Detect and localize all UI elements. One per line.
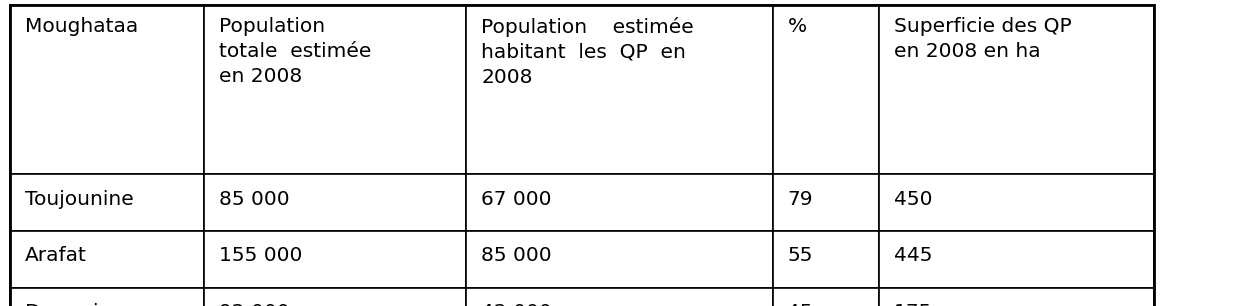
Bar [879,288,1154,306]
Text: Superficie des QP
en 2008 en ha: Superficie des QP en 2008 en ha [894,17,1071,61]
Bar [10,288,204,306]
Bar [204,288,466,306]
Bar [772,174,879,231]
Text: 45: 45 [788,303,814,306]
Text: 67 000: 67 000 [481,190,551,209]
Text: %: % [788,17,806,36]
Bar [772,288,879,306]
Text: Arafat: Arafat [25,246,88,265]
Bar [466,174,772,231]
Text: 450: 450 [894,190,932,209]
Bar [879,5,1154,174]
Bar [772,5,879,174]
Text: 155 000: 155 000 [219,246,302,265]
Bar [204,231,466,288]
Bar [466,5,772,174]
Text: Population    estimée
habitant  les  QP  en
2008: Population estimée habitant les QP en 20… [481,17,694,87]
Text: Moughataa: Moughataa [25,17,139,36]
Text: 445: 445 [894,246,932,265]
Bar [10,174,204,231]
Bar [879,174,1154,231]
Text: Toujounine: Toujounine [25,190,134,209]
Text: 55: 55 [788,246,812,265]
Bar [466,288,772,306]
Bar [879,231,1154,288]
Bar [10,5,204,174]
Bar [204,174,466,231]
Bar [204,5,466,174]
Bar [466,231,772,288]
Text: Population
totale  estimée
en 2008: Population totale estimée en 2008 [219,17,371,86]
Text: 42 000: 42 000 [481,303,552,306]
Text: Dar naim: Dar naim [25,303,119,306]
Bar [772,231,879,288]
Text: 85 000: 85 000 [481,246,552,265]
Text: 175: 175 [894,303,932,306]
Text: 92 000: 92 000 [219,303,290,306]
Bar [10,231,204,288]
Text: 79: 79 [788,190,812,209]
Text: 85 000: 85 000 [219,190,290,209]
